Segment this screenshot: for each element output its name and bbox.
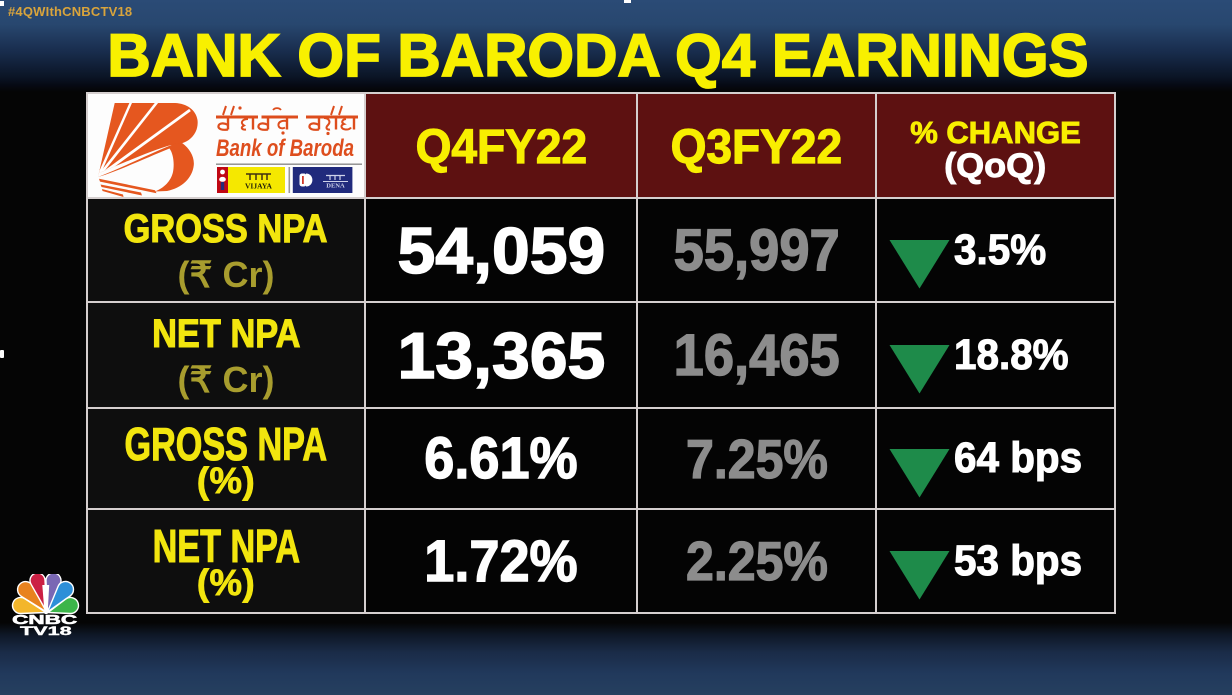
- svg-text:VIJAYA: VIJAYA: [245, 182, 273, 191]
- svg-text:DENA: DENA: [326, 183, 345, 190]
- svg-text:Bank of Baroda: Bank of Baroda: [216, 135, 354, 162]
